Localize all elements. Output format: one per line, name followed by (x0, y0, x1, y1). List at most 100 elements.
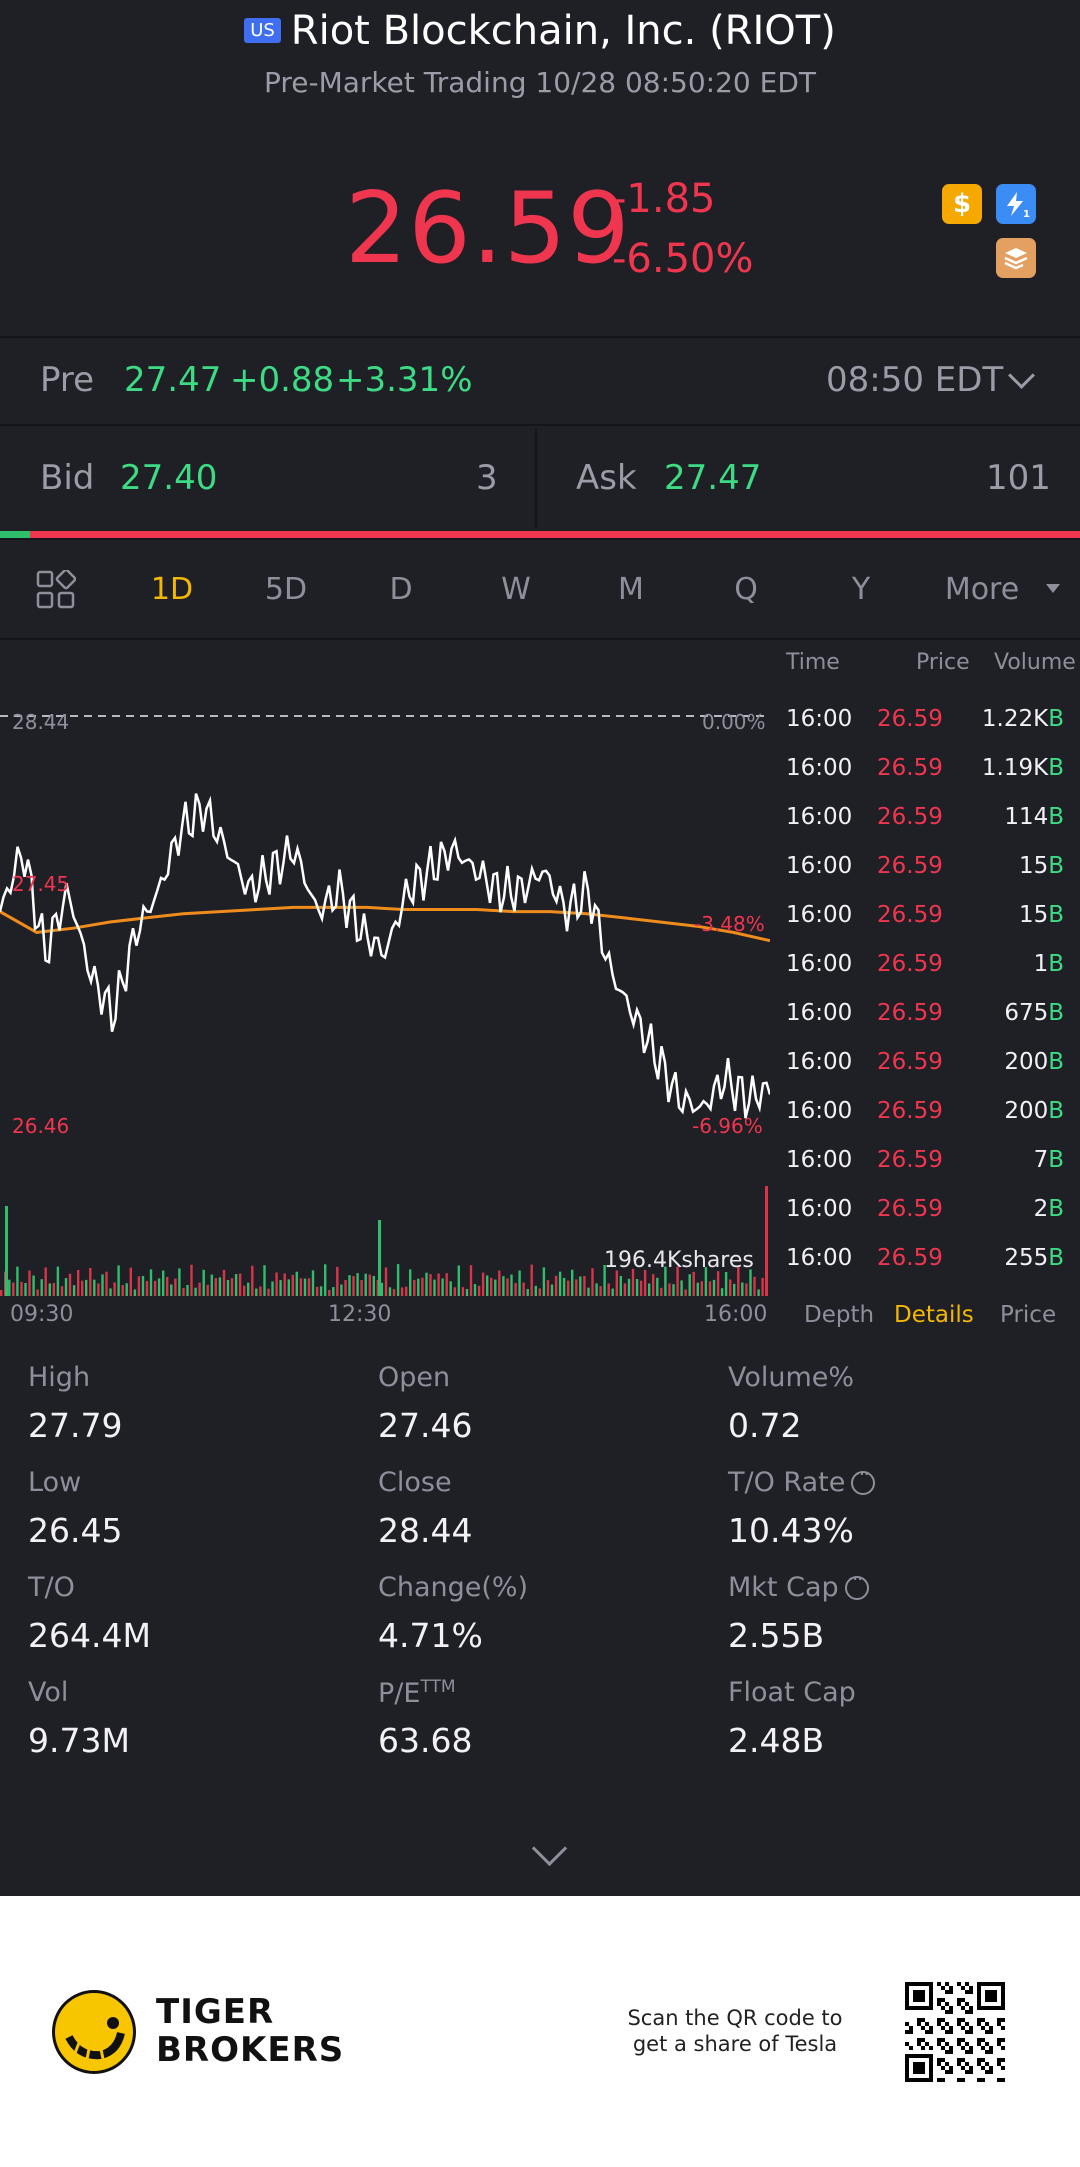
tab-y[interactable]: Y (851, 572, 871, 607)
volume-bar (218, 1277, 222, 1296)
caret-down-icon[interactable] (1046, 584, 1060, 593)
trade-price: 26.59 (877, 804, 943, 830)
volume-bar (153, 1280, 157, 1296)
trade-volume: 2B (1034, 1196, 1064, 1222)
volume-bar (522, 1282, 525, 1296)
volume-bar (591, 1268, 594, 1296)
trade-volume: 200B (1004, 1049, 1064, 1075)
tab-details[interactable]: Details (894, 1302, 974, 1328)
volume-bar (315, 1286, 319, 1296)
qr-module (937, 2062, 941, 2066)
volume-bar (230, 1278, 234, 1296)
volume-bar (729, 1279, 732, 1296)
volume-bar (364, 1273, 367, 1296)
qr-module (985, 1990, 997, 2002)
qr-module (945, 2050, 949, 2054)
volume-bar (186, 1285, 189, 1296)
scan-text-line-2: get a share of Tesla (632, 2032, 838, 2056)
intraday-chart[interactable]: 28.44 0.00% 27.45 -3.48% 26.46 -6.96% 19… (0, 640, 772, 1327)
volume-bar (405, 1286, 408, 1296)
header-price: Price (916, 650, 970, 675)
trade-time: 16:00 (786, 706, 853, 732)
tab-depth[interactable]: Depth (804, 1302, 875, 1328)
tab-d[interactable]: D (389, 572, 413, 607)
volume-bar (105, 1271, 108, 1296)
qr-module (981, 2078, 985, 2082)
qr-module (937, 2022, 941, 2026)
stat-label-high: High (28, 1362, 91, 1393)
dollar-icon[interactable]: $ (942, 184, 982, 224)
qr-module (941, 2046, 945, 2050)
volume-bar (595, 1283, 598, 1296)
trade-time: 16:00 (786, 755, 853, 781)
trade-side: B (1048, 1245, 1064, 1271)
volume-bar (486, 1275, 489, 1296)
layout-grid-icon[interactable] (36, 568, 77, 610)
stat-label-pe-sup: TTM (420, 1677, 456, 1697)
volume-bar (518, 1270, 521, 1296)
pre-market-row[interactable]: Pre 27.47 +0.88 +3.31% 08:50 EDT (0, 338, 1080, 426)
divider (0, 424, 1080, 426)
qr-module (969, 2010, 973, 2014)
volume-bar (680, 1280, 683, 1296)
volume-bar (656, 1277, 659, 1296)
volume-bar (162, 1270, 165, 1296)
tab-price[interactable]: Price (1000, 1302, 1057, 1328)
trade-side: B (1048, 1000, 1064, 1026)
volume-bar (684, 1289, 687, 1296)
market-badge: US (244, 18, 281, 43)
pre-time: 08:50 EDT (826, 360, 1004, 400)
education-icon[interactable] (996, 238, 1036, 278)
qr-module (929, 2026, 933, 2030)
qr-module (925, 2022, 929, 2026)
tab-w[interactable]: W (501, 572, 531, 607)
volume-bar (737, 1266, 740, 1296)
more-info-icon[interactable] (851, 1464, 876, 1495)
qr-module (957, 1982, 961, 1986)
qr-module (937, 2058, 941, 2062)
qr-module (961, 2006, 965, 2010)
volume-bar (109, 1288, 112, 1296)
stat-change: 4.71% (378, 1616, 483, 1655)
volume-bar (453, 1287, 456, 1296)
trade-side: B (1048, 853, 1064, 879)
volume-bar (733, 1283, 736, 1296)
y-pct-top: 0.00% (702, 710, 766, 734)
lightning-level-1-icon[interactable]: 1 (996, 184, 1036, 224)
volume-bar (546, 1280, 550, 1296)
qr-code[interactable] (905, 1982, 1005, 2082)
tab-5d[interactable]: 5D (264, 572, 308, 607)
qr-module (949, 2026, 953, 2030)
trade-volume: 200B (1004, 1098, 1064, 1124)
brand-line-2: BROKERS (156, 2030, 345, 2070)
qr-module (957, 1998, 961, 2002)
volume-bar (603, 1265, 606, 1296)
pre-label: Pre (40, 360, 95, 400)
volume-bar (303, 1278, 307, 1296)
ask-size: 101 (986, 458, 1051, 498)
volume-bar (542, 1267, 546, 1296)
tab-1d[interactable]: 1D (150, 572, 194, 607)
tab-more[interactable]: More (944, 572, 1020, 607)
volume-bar (157, 1278, 161, 1296)
stat-label-to-rate-text: T/O Rate (728, 1467, 846, 1498)
volume-bar (716, 1271, 720, 1296)
volume-bar (473, 1284, 477, 1296)
trade-volume-value: 255 (1004, 1245, 1049, 1271)
volume-bar (352, 1276, 355, 1296)
volume-bar (89, 1268, 92, 1296)
x-label-end: 16:00 (704, 1302, 768, 1327)
tab-q[interactable]: Q (734, 572, 758, 607)
chevron-down-icon[interactable] (1008, 362, 1035, 389)
stat-open: 27.46 (378, 1406, 473, 1445)
trade-volume: 114B (1004, 804, 1064, 830)
qr-module (985, 2022, 989, 2026)
tab-m[interactable]: M (618, 572, 644, 607)
expand-chevron-icon[interactable] (531, 1830, 568, 1867)
more-info-icon[interactable] (844, 1569, 869, 1600)
qr-module (989, 2030, 993, 2034)
trade-volume-value: 1.22K (981, 706, 1049, 732)
qr-module (989, 2066, 993, 2070)
volume-bar (477, 1285, 481, 1296)
volume-bar (457, 1265, 460, 1296)
